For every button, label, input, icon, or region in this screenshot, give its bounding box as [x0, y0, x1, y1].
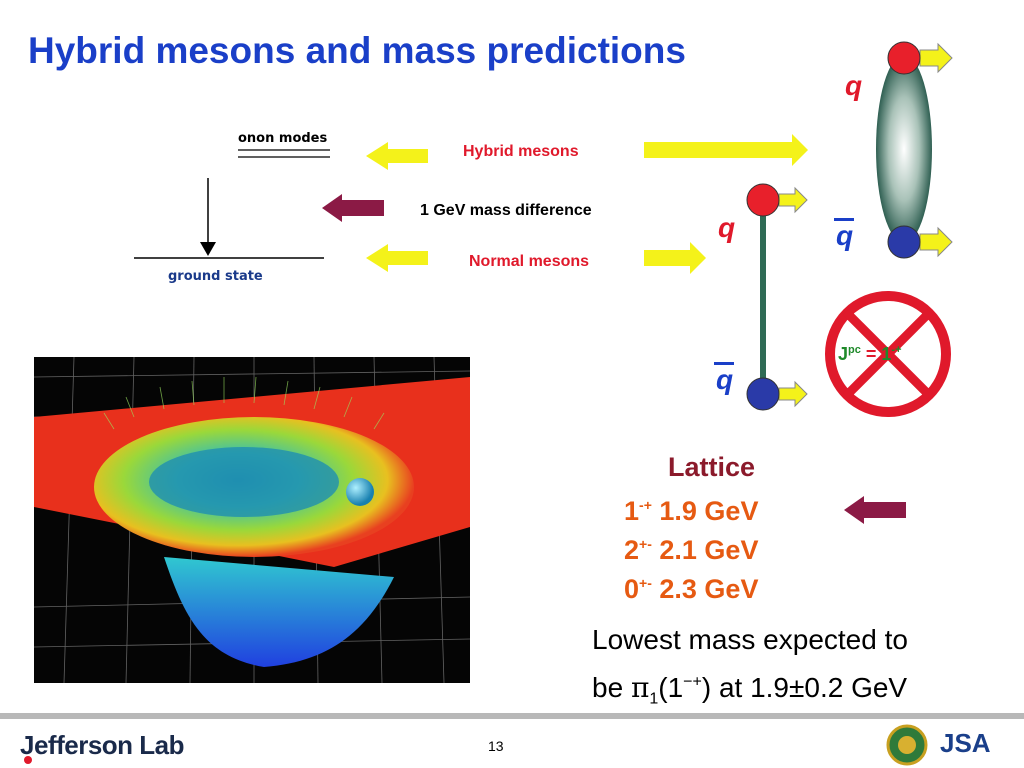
lattice-jpc-sup: -+: [639, 497, 652, 513]
hybrid-left-arrow: [366, 142, 428, 170]
normal-quark-label: q: [718, 212, 736, 243]
jpc-exotic-label: Jpc = 1-+: [838, 344, 902, 365]
mass-difference-label: 1 GeV mass difference: [420, 202, 592, 219]
jpc-sup: pc: [848, 344, 861, 356]
quark-sphere: [346, 478, 374, 506]
conclusion-line-1: Lowest mass expected to: [592, 624, 908, 655]
lattice-mass: 2.1 GeV: [659, 535, 759, 565]
page-number: 13: [488, 738, 504, 754]
conclusion-paren: (1: [658, 672, 684, 703]
jpc-value: 1: [881, 344, 892, 364]
quark-spin-arrow: [919, 42, 953, 74]
normal-right-arrow: [644, 242, 706, 274]
normal-meson-picture: [746, 183, 808, 411]
hybrid-antiquark-ball: [887, 225, 921, 259]
hybrid-meson-picture: [876, 41, 953, 259]
arrows-layer: [366, 134, 808, 274]
hybrid-mesons-label: Hybrid mesons: [463, 143, 579, 160]
normal-quark-ball: [746, 183, 780, 217]
gluon-modes-label: onon modes: [238, 131, 328, 146]
conclusion-suffix: ) at 1.9±0.2 GeV: [701, 672, 908, 703]
lattice-row-1: 1-+ 1.9 GeV: [624, 496, 758, 527]
flux-string: [760, 200, 766, 394]
normal-left-arrow: [366, 244, 428, 272]
jpc-value-sup: -+: [891, 344, 902, 356]
lattice-jpc-sup: +-: [639, 575, 652, 591]
field-dip: [164, 557, 394, 667]
lattice-jpc: 0: [624, 574, 640, 604]
conclusion-line-2: be π1(1−+) at 1.9±0.2 GeV: [592, 671, 907, 709]
lattice-jpc-sup: +-: [639, 536, 652, 552]
doe-seal-icon: [886, 724, 928, 766]
transition-arrow-head: [200, 242, 216, 256]
normal-antiquark-label: q: [716, 364, 734, 395]
antiquark-spin-arrow: [778, 380, 808, 408]
ground-state-label: ground state: [168, 269, 263, 284]
quark-spin-arrow: [778, 186, 808, 214]
lattice-row-3: 0+- 2.3 GeV: [624, 574, 758, 605]
logo-dot-icon: [24, 756, 32, 764]
footer-divider: [0, 713, 1024, 719]
conclusion-sup: −+: [683, 673, 702, 691]
lattice-mass: 2.3 GeV: [659, 574, 759, 604]
hybrid-quark-label: q: [845, 70, 863, 101]
hybrid-right-arrow: [644, 134, 808, 166]
slide-title: Hybrid mesons and mass predictions: [28, 30, 686, 71]
normal-antiquark-ball: [746, 377, 780, 411]
conclusion-prefix: be: [592, 672, 631, 703]
lattice-row-2: 2+- 2.1 GeV: [624, 535, 758, 566]
jsa-logo: JSA: [940, 728, 991, 758]
lattice-jpc: 2: [624, 535, 640, 565]
forbidden-sign: [825, 291, 951, 417]
jefferson-lab-logo: Jefferson Lab: [20, 730, 185, 760]
lattice-flux-tube-image: [34, 357, 470, 683]
mass-difference-arrow: [322, 194, 384, 222]
gluon-flux-ellipse: [876, 55, 932, 243]
jpc-base: J: [838, 344, 849, 364]
normal-mesons-label: Normal mesons: [469, 253, 590, 270]
hybrid-quark-ball: [887, 41, 921, 75]
jpc-equals: =: [865, 344, 877, 364]
lattice-mass: 1.9 GeV: [659, 496, 759, 526]
antiquark-spin-arrow: [919, 226, 953, 258]
energy-level-diagram: [134, 149, 330, 259]
pi-subscript: 1: [649, 690, 659, 708]
field-arrows: [103, 376, 385, 430]
hybrid-antiquark-label: q: [836, 220, 854, 251]
hybrid-antiquark-bar: [834, 218, 854, 221]
lattice-jpc: 1: [624, 496, 640, 526]
lattice-pointer-arrow: [844, 496, 906, 524]
lattice-heading: Lattice: [668, 452, 756, 482]
normal-antiquark-bar: [714, 362, 734, 365]
pi-symbol: π: [630, 671, 650, 704]
